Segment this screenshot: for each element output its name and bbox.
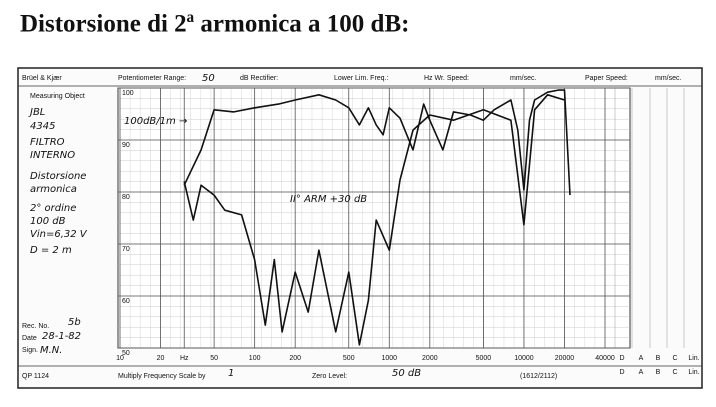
header-text: Brüel & Kjær	[22, 75, 62, 82]
weighting-label: A	[639, 369, 644, 376]
annotation: II° ARM +30 dB	[290, 194, 367, 205]
note-text: armonica	[30, 184, 77, 195]
record-text: Sign.	[22, 347, 38, 354]
note-text: 4345	[30, 121, 55, 132]
weighting-label: Lin.	[688, 369, 699, 376]
series-line	[183, 94, 565, 346]
weighting-label: Lin.	[688, 355, 699, 362]
chart-title: Distorsione di 2ª armonica a 100 dB:	[20, 11, 409, 38]
note-text: INTERNO	[30, 150, 75, 161]
x-tick-label: 20	[157, 355, 165, 362]
x-tick-label: Hz	[180, 355, 189, 362]
x-tick-label: 40000	[595, 355, 615, 362]
y-tick-label: 70	[122, 246, 130, 253]
x-tick-label: 1000	[382, 355, 398, 362]
note-text: FILTRO	[30, 137, 65, 148]
y-tick-label: 80	[122, 194, 130, 201]
note-text: Distorsione	[30, 171, 86, 182]
header-text: mm/sec.	[655, 75, 682, 82]
header-text: Hz Wr. Speed:	[424, 75, 469, 82]
header-text: Potentiometer Range:	[118, 75, 186, 82]
weighting-label: C	[672, 355, 677, 362]
note-text: 2° ordine	[30, 203, 76, 214]
footer-text: QP 1124	[22, 373, 49, 380]
weighting-label: D	[619, 369, 624, 376]
x-tick-label: 10000	[514, 355, 534, 362]
annotation: 100dB/1m →	[124, 116, 187, 127]
note-text: 100 dB	[30, 216, 66, 227]
y-tick-label: 90	[122, 142, 130, 149]
note-text: JBL	[28, 107, 45, 118]
header-text: mm/sec.	[510, 75, 537, 82]
x-tick-label: 10	[116, 355, 124, 362]
record-text: Rec. No.	[22, 323, 49, 330]
y-tick-label: 60	[122, 298, 130, 305]
footer-text: (1612/2112)	[520, 373, 557, 380]
record-text: M.N.	[40, 345, 62, 356]
x-tick-label: 5000	[476, 355, 492, 362]
y-tick-label: 100	[122, 90, 134, 97]
footer-text: 1	[228, 368, 234, 379]
weighting-label: B	[656, 369, 661, 376]
x-tick-label: 500	[343, 355, 355, 362]
x-tick-label: 2000	[422, 355, 438, 362]
x-tick-label: 20000	[555, 355, 575, 362]
footer-text: Multiply Frequency Scale by	[118, 373, 206, 380]
record-text: 28-1-82	[42, 331, 81, 342]
weighting-label: A	[639, 355, 644, 362]
y-tick-label: 50	[122, 350, 130, 357]
record-text: 5b	[68, 317, 81, 328]
series-line	[183, 89, 571, 196]
header-text: 50	[202, 73, 215, 84]
header-text: dB Rectifier:	[240, 75, 278, 82]
header-text: Lower Lim. Freq.:	[334, 75, 389, 82]
note-text: D = 2 m	[30, 245, 72, 256]
record-text: Date	[22, 335, 37, 342]
note-text: Measuring Object	[30, 93, 85, 100]
plot-area	[117, 87, 631, 349]
x-tick-label: 50	[210, 355, 218, 362]
header-text: Paper Speed:	[585, 75, 628, 82]
footer-text: Zero Level:	[312, 373, 347, 380]
weighting-label: C	[672, 369, 677, 376]
note-text: Vin=6,32 V	[30, 229, 88, 240]
x-tick-label: 100	[249, 355, 261, 362]
footer-text: 50 dB	[392, 368, 421, 379]
weighting-label: D	[619, 355, 624, 362]
x-tick-label: 200	[289, 355, 301, 362]
weighting-label: B	[656, 355, 661, 362]
